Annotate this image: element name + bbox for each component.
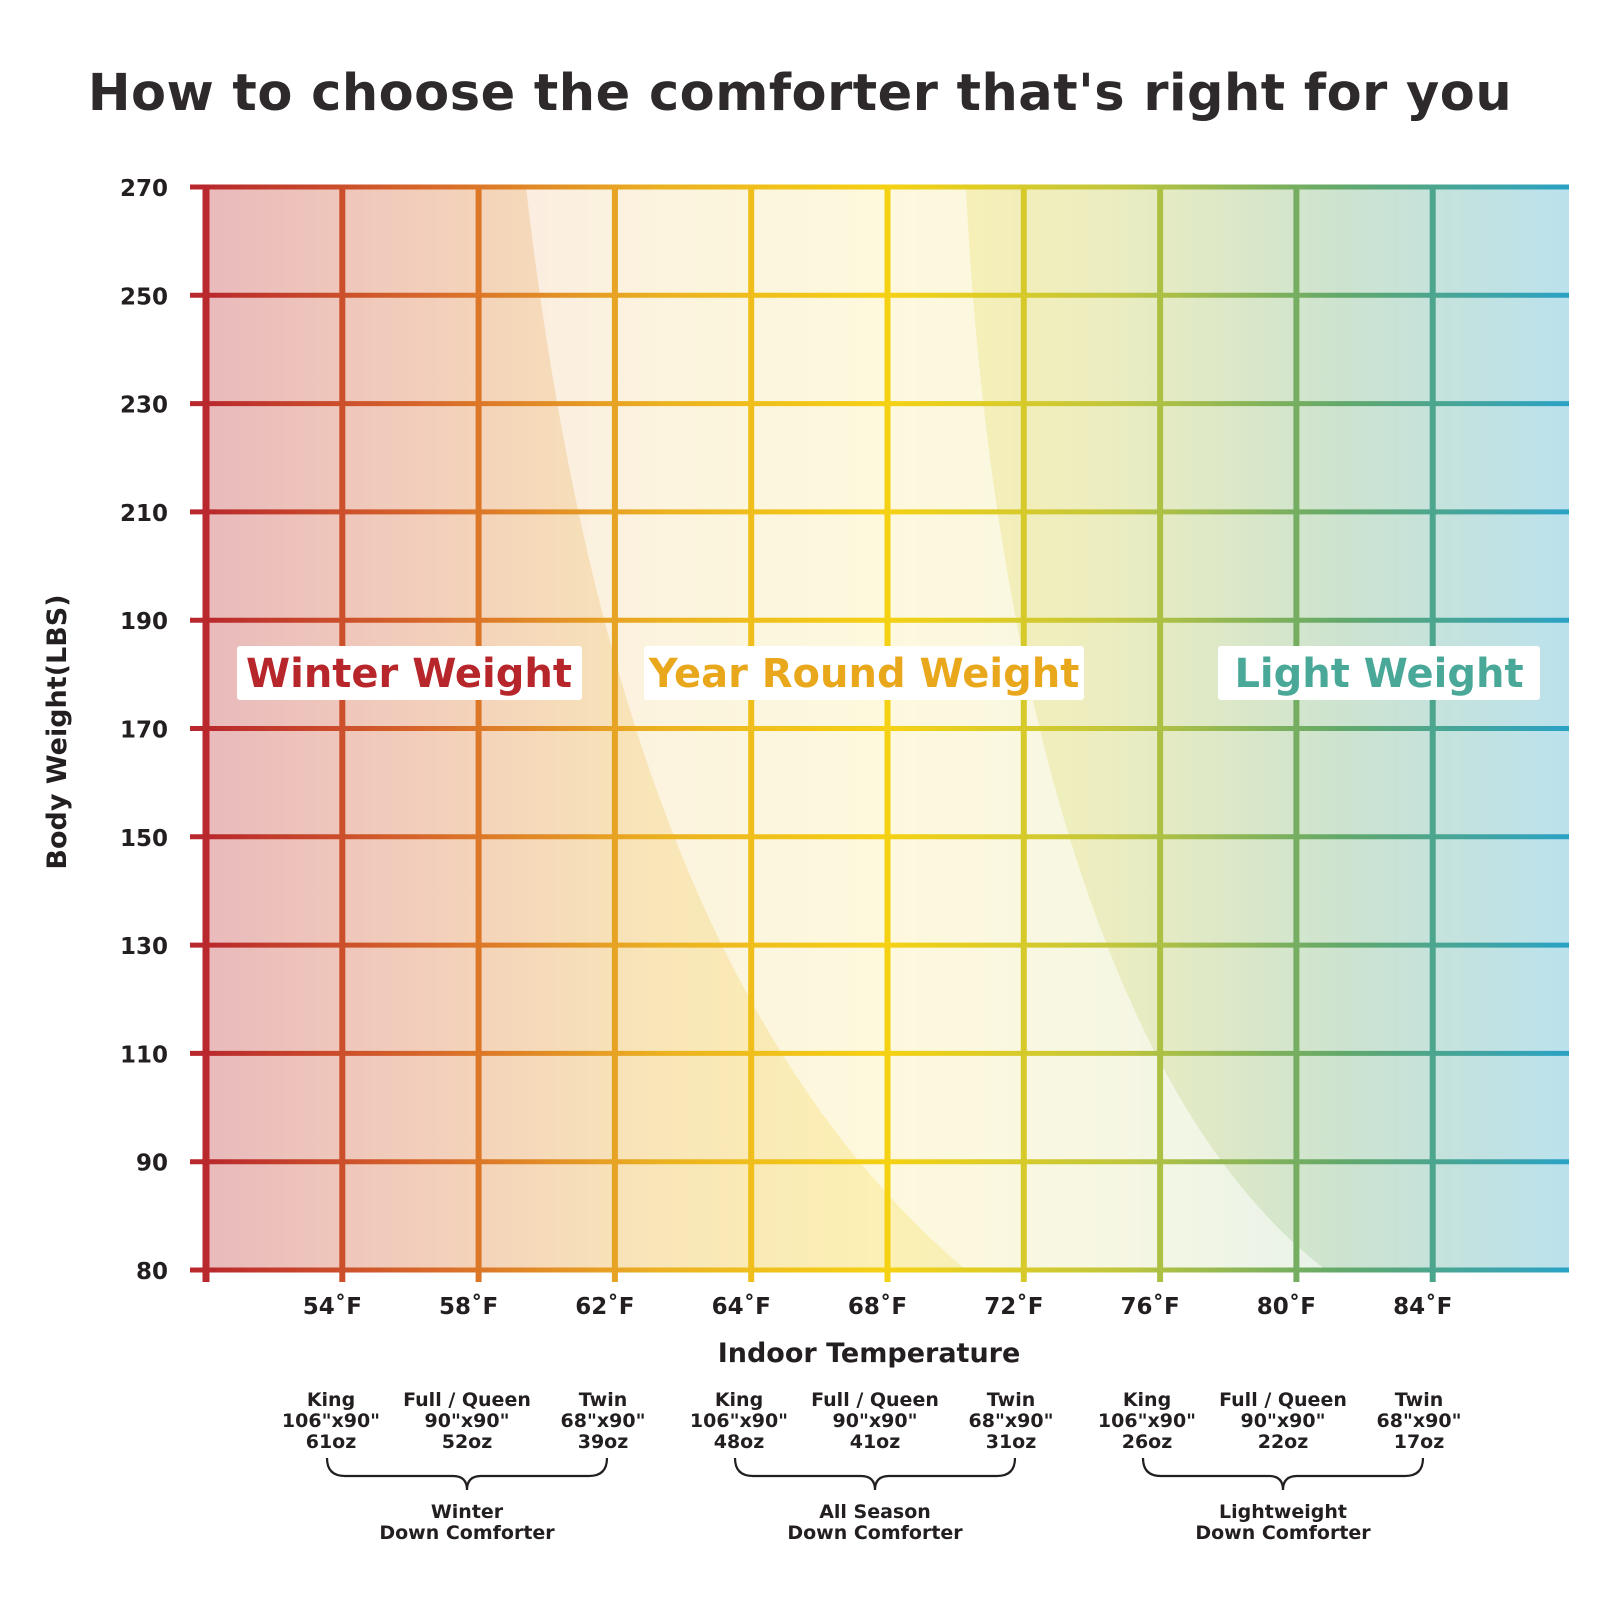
comforter-size-label: 52oz [442, 1431, 493, 1453]
zone-label-box [1218, 646, 1540, 700]
zone-label: Light Weight [1234, 651, 1523, 697]
chart-title: How to choose the comforter that's right… [87, 64, 1513, 123]
group-brace [325, 1457, 609, 1491]
comforter-group-label: Lightweight [1219, 1501, 1347, 1523]
x-tick-label: 72˚F [984, 1293, 1043, 1320]
comforter-size-label: 31oz [986, 1431, 1037, 1453]
x-tick-labels: 54˚F 58˚F 62˚F 64˚F 68˚F 72˚F 76˚F 80˚F 84˚F [303, 1293, 1453, 1320]
comforter-size-label: 68"x90" [1377, 1410, 1462, 1432]
y-tick-label: 90 [136, 1151, 168, 1177]
comforter-size-label: 26oz [1122, 1431, 1173, 1453]
comforter-size-label: Twin [987, 1389, 1035, 1411]
x-tick-label: 62˚F [575, 1293, 634, 1320]
comforter-size-label: Full / Queen [811, 1389, 939, 1411]
y-tick-label: 270 [120, 176, 168, 202]
comforter-size-label: 68"x90" [969, 1410, 1054, 1432]
y-tick-label: 150 [120, 826, 168, 852]
y-tick-label: 210 [120, 501, 168, 527]
x-tick-label: 84˚F [1393, 1293, 1452, 1320]
comforter-group-label: All Season [819, 1501, 931, 1523]
x-tick-label: 68˚F [848, 1293, 907, 1320]
comforter-size-label: 106"x90" [690, 1410, 788, 1432]
comforter-size-label: 22oz [1258, 1431, 1309, 1453]
zone-label: Winter Weight [246, 651, 572, 697]
horizontal-gridlines [190, 184, 1569, 1273]
comforter-group-label: Winter [431, 1501, 504, 1523]
comforter-size-label: 106"x90" [1098, 1410, 1196, 1432]
comforter-size-label: 90"x90" [425, 1410, 510, 1432]
comforter-size-label: Twin [579, 1389, 627, 1411]
comforter-size-label: 90"x90" [1241, 1410, 1326, 1432]
comforter-size-label: Full / Queen [403, 1389, 531, 1411]
y-tick-label: 110 [120, 1042, 168, 1068]
comforter-group-label: Down Comforter [1195, 1522, 1371, 1544]
comforter-size-label: 39oz [578, 1431, 629, 1453]
comforter-size-label: 90"x90" [833, 1410, 918, 1432]
y-tick-label: 130 [120, 934, 168, 960]
y-axis-title: Body Weight(LBS) [42, 594, 73, 869]
comforter-size-label: Twin [1395, 1389, 1443, 1411]
group-brace [733, 1457, 1017, 1491]
x-tick-label: 64˚F [712, 1293, 771, 1320]
comforter-group-label: Down Comforter [787, 1522, 963, 1544]
x-tick-label: 76˚F [1120, 1293, 1179, 1320]
comforter-size-label: 68"x90" [561, 1410, 646, 1432]
zone-label-box [237, 646, 582, 700]
y-tick-label: 190 [120, 609, 168, 635]
comforter-size-label: Full / Queen [1219, 1389, 1347, 1411]
x-tick-label: 54˚F [303, 1293, 362, 1320]
comforter-size-label: 61oz [306, 1431, 357, 1453]
y-tick-label: 80 [136, 1259, 168, 1285]
comforter-size-label: King [307, 1389, 355, 1411]
comforter-size-label: 41oz [850, 1431, 901, 1453]
comforter-size-label: King [1123, 1389, 1171, 1411]
x-tick-label: 58˚F [439, 1293, 498, 1320]
y-tick-label: 170 [120, 718, 168, 744]
y-tick-label: 230 [120, 393, 168, 419]
comforter-size-label: 106"x90" [282, 1410, 380, 1432]
vertical-gridlines [202, 187, 1436, 1282]
comforter-size-label: King [715, 1389, 763, 1411]
group-brace [1141, 1457, 1425, 1491]
comforter-group-label: Down Comforter [379, 1522, 555, 1544]
x-axis-title: Indoor Temperature [718, 1338, 1021, 1369]
comforter-size-label: 48oz [714, 1431, 765, 1453]
zone-labels: Winter Weight Year Round Weight Light Weig… [237, 646, 1540, 700]
zone-label: Year Round Weight [648, 651, 1080, 697]
y-tick-labels: 80 90 110 130 150 170 190 210 230 250 270 [120, 176, 168, 1285]
axis-titles: Indoor Temperature Body Weight(LBS) [42, 594, 1020, 1369]
x-tick-label: 80˚F [1257, 1293, 1316, 1320]
y-tick-label: 250 [120, 284, 168, 310]
comforter-size-label: 17oz [1394, 1431, 1445, 1453]
zone-label-box [644, 646, 1084, 700]
